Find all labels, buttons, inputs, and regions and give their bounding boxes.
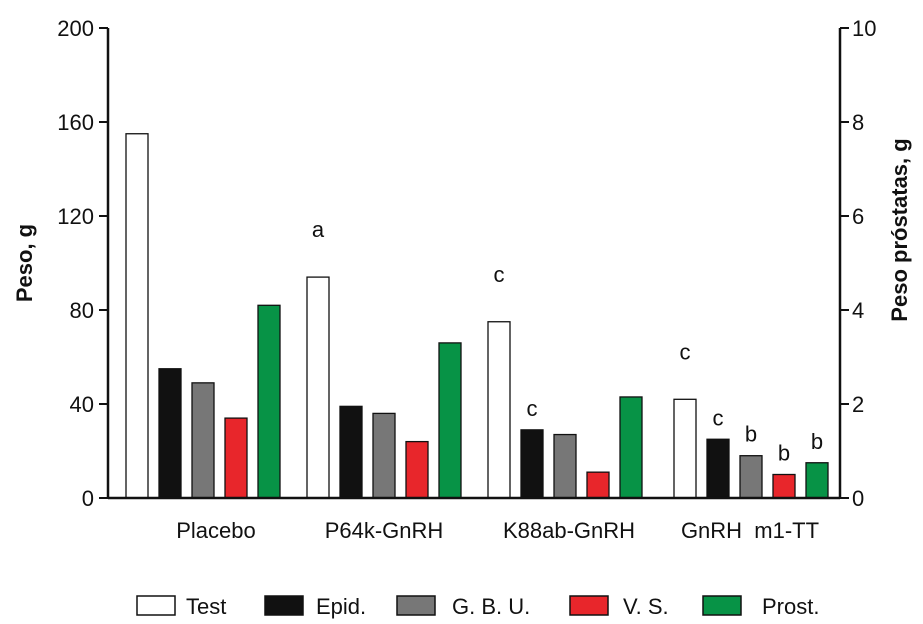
significance-label: b: [811, 429, 823, 454]
bar-test-3: [673, 398, 697, 499]
legend-swatch: [264, 595, 304, 616]
legend-label: Prost.: [762, 594, 819, 619]
category-label: GnRH m1-TT: [681, 518, 819, 543]
bar-g-b-u--1: [372, 412, 396, 499]
significance-label: c: [713, 405, 724, 430]
legend-label: V. S.: [623, 594, 669, 619]
right-tick-label: 0: [852, 486, 864, 511]
y-axis-right-title: Peso próstatas, g: [887, 138, 912, 321]
left-tick-label: 200: [57, 16, 94, 41]
bar-g-b-u--0: [191, 382, 215, 499]
legend-label: G. B. U.: [452, 594, 530, 619]
bars-layer: [125, 133, 829, 499]
legend-swatch: [136, 595, 176, 616]
right-tick-label: 2: [852, 392, 864, 417]
bar-test-0: [125, 133, 149, 499]
left-tick-label: 80: [70, 298, 94, 323]
legend-swatch: [702, 595, 742, 616]
right-tick-label: 4: [852, 298, 864, 323]
significance-label: b: [745, 422, 757, 447]
bar-epid--2: [520, 429, 544, 499]
bar-prost--1: [438, 342, 462, 499]
right-tick-label: 10: [852, 16, 876, 41]
axes-layer: 0 40 80 120 160 200 0 2 4 6 8 10 Placebo P64k-GnRH K88…: [12, 16, 912, 543]
bar-prost--3: [805, 462, 829, 499]
significance-label: c: [527, 396, 538, 421]
left-tick-label: 0: [82, 486, 94, 511]
left-tick-label: 120: [57, 204, 94, 229]
legend-swatch: [396, 595, 436, 616]
bar-prost--0: [257, 304, 281, 499]
bar-v-s--2: [586, 471, 610, 499]
category-label: K88ab-GnRH: [503, 518, 635, 543]
legend: Test Epid. G. B. U. V. S. Prost.: [136, 594, 819, 619]
bar-prost--2: [619, 396, 643, 499]
significance-label: c: [680, 339, 691, 364]
bar-epid--0: [158, 368, 182, 499]
bar-g-b-u--3: [739, 455, 763, 499]
significance-label: a: [312, 217, 325, 242]
bar-epid--3: [706, 438, 730, 499]
significance-label: b: [778, 441, 790, 466]
legend-swatch: [569, 595, 609, 616]
right-tick-label: 6: [852, 204, 864, 229]
bar-g-b-u--2: [553, 433, 577, 499]
significance-label: c: [494, 262, 505, 287]
bar-v-s--1: [405, 440, 429, 499]
y-axis-left-title: Peso, g: [12, 224, 37, 302]
legend-label: Epid.: [316, 594, 366, 619]
legend-label: Test: [186, 594, 226, 619]
bar-epid--1: [339, 405, 363, 499]
category-label: P64k-GnRH: [325, 518, 444, 543]
category-label: Placebo: [176, 518, 256, 543]
bar-test-2: [487, 321, 511, 499]
left-tick-label: 160: [57, 110, 94, 135]
bar-v-s--0: [224, 417, 248, 499]
left-tick-label: 40: [70, 392, 94, 417]
right-tick-label: 8: [852, 110, 864, 135]
bar-test-1: [306, 276, 330, 499]
bar-v-s--3: [772, 473, 796, 499]
